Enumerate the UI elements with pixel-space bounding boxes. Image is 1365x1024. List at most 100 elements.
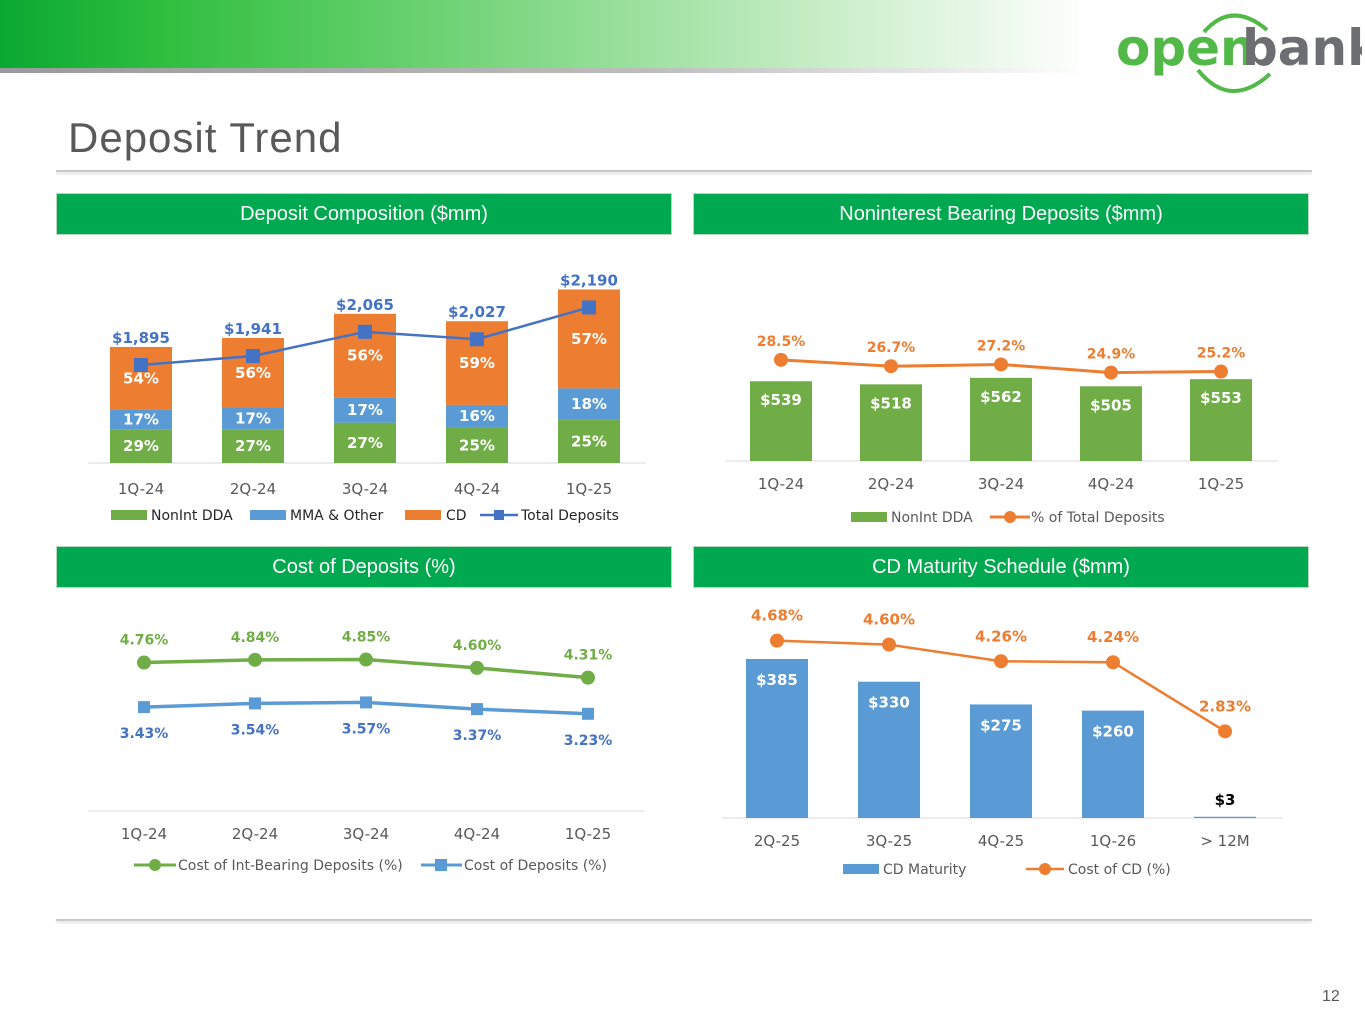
label-cd-1Q-25: 57% [571, 330, 607, 348]
legend-swatch-nonint-dda [851, 512, 887, 522]
label-cd-1Q-24: 54% [123, 369, 159, 387]
x-tick-4Q-24: 4Q-24 [454, 480, 500, 498]
x-tick-2Q-24: 2Q-24 [868, 475, 914, 493]
bar-label-1Q-25: $553 [1200, 389, 1242, 407]
total-deposits-marker-1Q-25 [582, 300, 596, 315]
header-gradient-band [0, 0, 1090, 72]
label-cd-2Q-24: 56% [235, 364, 271, 382]
x-tick-3Q-24: 3Q-24 [978, 475, 1024, 493]
total-deposits-label-1Q-24: $1,895 [112, 329, 170, 347]
cost-of-deposits-header: Cost of Deposits (%) [57, 547, 671, 587]
open-bank-logo: open bank [1116, 13, 1362, 93]
pct-label-3Q-24: 27.2% [977, 338, 1026, 354]
total-deposits-label-2Q-24: $1,941 [224, 320, 282, 338]
cost-of-cd-marker-1Q-26 [1106, 655, 1120, 670]
header-band-shadow [0, 68, 1090, 73]
legend-label-nonint-dda: NonInt DDA [891, 510, 973, 526]
cost-of-cd-label-1Q-26: 4.24% [1087, 628, 1139, 646]
x-tick-1Q-24: 1Q-24 [121, 825, 167, 843]
bar-label-1Q-24: $539 [760, 391, 802, 409]
legend-label-cd: CD [446, 508, 467, 524]
int-bearing-label-2Q-24: 4.84% [231, 630, 280, 646]
cost-of-cd-marker-4Q-25 [994, 654, 1008, 669]
total-cost-label-2Q-24: 3.54% [231, 722, 280, 738]
x-tick-4Q-24: 4Q-24 [454, 825, 500, 843]
legend-swatch-cd [405, 510, 441, 520]
footer-divider [56, 919, 1312, 921]
label-nonint-dda-1Q-25: 25% [571, 432, 607, 450]
total-deposits-label-3Q-24: $2,065 [336, 296, 394, 314]
x-tick-1Q-25: 1Q-25 [565, 825, 611, 843]
total-deposits-marker-2Q-24 [246, 349, 260, 364]
int-bearing-marker-4Q-24 [470, 660, 484, 675]
bar-cd-maturity-4Q-25 [970, 704, 1032, 818]
x-tick-2Q-24: 2Q-24 [232, 825, 278, 843]
bar-nonint-dda-4Q-24 [1080, 386, 1142, 461]
total-cost-marker-2Q-24 [249, 697, 261, 710]
bar-cd-maturity-1Q-26 [1082, 710, 1144, 818]
logo-text-bank: bank [1242, 19, 1362, 77]
int-bearing-marker-3Q-24 [359, 652, 373, 667]
bar-nonint-dda-1Q-24 [750, 381, 812, 461]
total-deposits-marker-4Q-24 [470, 332, 484, 347]
legend-label-mma-other: MMA & Other [290, 508, 384, 524]
x-tick-1Q-24: 1Q-24 [118, 480, 164, 498]
bar-nonint-dda-4Q-24 [446, 427, 508, 463]
label-mma-other-2Q-24: 17% [235, 410, 271, 428]
bar-mma-other-4Q-24 [446, 404, 508, 428]
int-bearing-label-1Q-24: 4.76% [120, 633, 169, 649]
total-cost-marker-1Q-24 [138, 701, 150, 714]
legend-label-cost-of-cd: Cost of CD (%) [1068, 862, 1171, 878]
legend-marker-total-cost [435, 859, 447, 871]
total-cost-label-1Q-24: 3.43% [120, 726, 169, 742]
bar-label-4Q-24: $505 [1090, 396, 1132, 414]
legend-marker-pct-total [1004, 511, 1016, 523]
int-bearing-marker-1Q-24 [137, 655, 151, 670]
bar-nonint-dda-1Q-25 [1190, 379, 1252, 461]
page-title: Deposit Trend [68, 114, 343, 161]
title-divider [56, 170, 1312, 172]
pct-total-deposits-marker-1Q-24 [774, 352, 788, 367]
bar-cd-maturity-3Q-25 [858, 681, 920, 818]
x-tick-1Q-24: 1Q-24 [758, 475, 804, 493]
bar-nonint-dda-2Q-24 [860, 384, 922, 461]
x-tick-1Q-25: 1Q-25 [566, 480, 612, 498]
deposit-composition-header: Deposit Composition ($mm) [57, 194, 671, 234]
pct-total-deposits-marker-3Q-24 [994, 357, 1008, 372]
bar-nonint-dda-1Q-25 [558, 419, 620, 463]
bar-label-4Q-25: $275 [980, 716, 1022, 734]
pct-total-deposits-marker-4Q-24 [1104, 365, 1118, 380]
total-cost-label-1Q-25: 3.23% [564, 733, 613, 749]
x-tick-1Q-25: 1Q-25 [1198, 475, 1244, 493]
bar-cd-maturity-2Q-25 [746, 658, 808, 818]
label-cd-3Q-24: 56% [347, 347, 383, 365]
int-bearing-marker-1Q-25 [581, 670, 595, 685]
total-cost-marker-1Q-25 [582, 707, 594, 720]
label-mma-other-3Q-24: 17% [347, 401, 383, 419]
bar-nonint-dda-3Q-24 [334, 422, 396, 463]
int-bearing-label-1Q-25: 4.31% [564, 648, 613, 664]
cost-of-cd-marker-3Q-25 [882, 637, 896, 652]
cost-of-cd-label-3Q-25: 4.60% [863, 611, 915, 629]
bar-label-1Q-26: $260 [1092, 723, 1134, 741]
bar-nonint-dda-1Q-24 [110, 429, 172, 463]
bar-cd-maturity-> 12M [1194, 816, 1256, 818]
x-tick-2Q-25: 2Q-25 [754, 832, 800, 850]
cost-of-cd-marker-2Q-25 [770, 633, 784, 648]
int-bearing-label-3Q-24: 4.85% [342, 630, 391, 646]
total-deposits-marker-1Q-24 [134, 357, 148, 372]
bar-mma-other-2Q-24 [222, 408, 284, 430]
label-nonint-dda-1Q-24: 29% [123, 437, 159, 455]
legend-swatch-mma-other [250, 510, 286, 520]
bar-label-2Q-24: $518 [870, 394, 912, 412]
legend-marker-total-deposits [494, 510, 504, 520]
cost-of-cd-label-4Q-25: 4.26% [975, 627, 1027, 645]
total-cost-label-4Q-24: 3.37% [453, 728, 502, 744]
legend-swatch-cd-maturity [843, 864, 879, 874]
x-tick-1Q-26: 1Q-26 [1090, 832, 1136, 850]
legend-swatch-nonint-dda [111, 510, 147, 520]
bar-cd-1Q-24 [110, 346, 172, 410]
